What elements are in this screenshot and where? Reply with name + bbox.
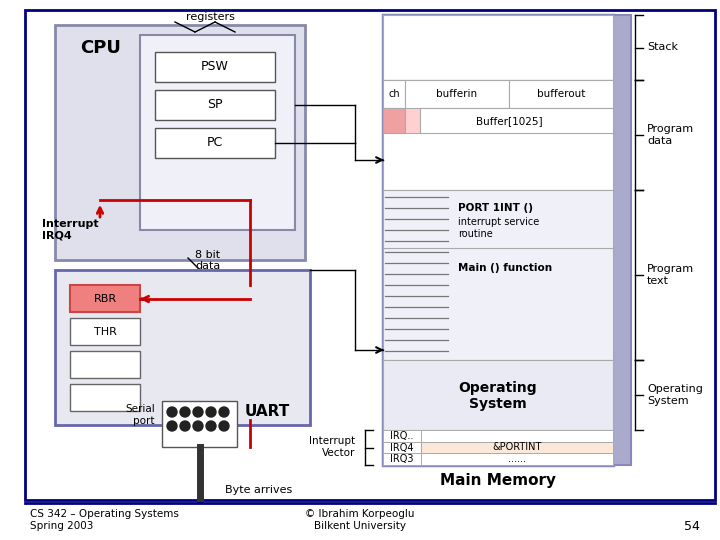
Text: PSW: PSW xyxy=(201,60,229,73)
FancyBboxPatch shape xyxy=(55,270,310,425)
Text: Interrupt
IRQ4: Interrupt IRQ4 xyxy=(42,219,99,241)
Text: Main Memory: Main Memory xyxy=(440,472,556,488)
FancyBboxPatch shape xyxy=(70,285,140,312)
FancyBboxPatch shape xyxy=(383,15,613,465)
Circle shape xyxy=(193,407,203,417)
Text: data: data xyxy=(195,261,220,271)
Text: ......: ...... xyxy=(508,454,526,464)
Text: registers: registers xyxy=(186,12,235,22)
Text: SP: SP xyxy=(207,98,222,111)
Text: CPU: CPU xyxy=(80,39,121,57)
FancyBboxPatch shape xyxy=(421,442,613,454)
Text: IRQ..: IRQ.. xyxy=(390,431,414,441)
FancyBboxPatch shape xyxy=(383,80,613,190)
Text: Serial
port: Serial port xyxy=(125,404,155,426)
FancyBboxPatch shape xyxy=(70,351,140,378)
Text: System: System xyxy=(469,397,527,411)
Text: IRQ3: IRQ3 xyxy=(390,454,414,464)
Text: THR: THR xyxy=(94,327,117,337)
FancyBboxPatch shape xyxy=(383,80,405,108)
FancyBboxPatch shape xyxy=(405,108,420,133)
Text: Stack: Stack xyxy=(647,43,678,52)
Text: Operating: Operating xyxy=(459,381,537,395)
Text: RBR: RBR xyxy=(94,294,117,304)
Text: IRQ4: IRQ4 xyxy=(390,442,414,453)
Circle shape xyxy=(167,407,177,417)
FancyBboxPatch shape xyxy=(162,401,237,447)
Circle shape xyxy=(219,421,229,431)
Text: Program
text: Program text xyxy=(647,264,694,286)
Circle shape xyxy=(167,421,177,431)
Circle shape xyxy=(193,421,203,431)
FancyBboxPatch shape xyxy=(383,108,405,133)
Text: bufferout: bufferout xyxy=(537,89,585,99)
FancyBboxPatch shape xyxy=(155,52,275,82)
Circle shape xyxy=(219,407,229,417)
Text: bufferin: bufferin xyxy=(436,89,477,99)
Text: Program
data: Program data xyxy=(647,124,694,146)
FancyBboxPatch shape xyxy=(405,80,509,108)
FancyBboxPatch shape xyxy=(140,35,295,230)
FancyBboxPatch shape xyxy=(509,80,613,108)
Circle shape xyxy=(180,421,190,431)
FancyBboxPatch shape xyxy=(383,190,613,360)
Circle shape xyxy=(206,407,216,417)
Text: 54: 54 xyxy=(684,521,700,534)
FancyBboxPatch shape xyxy=(420,108,613,133)
FancyBboxPatch shape xyxy=(383,454,421,465)
Text: UART: UART xyxy=(245,404,290,420)
FancyBboxPatch shape xyxy=(155,90,275,120)
FancyBboxPatch shape xyxy=(70,318,140,345)
FancyBboxPatch shape xyxy=(70,384,140,411)
Text: © Ibrahim Korpeoglu
Bilkent University: © Ibrahim Korpeoglu Bilkent University xyxy=(305,509,415,531)
FancyBboxPatch shape xyxy=(55,25,305,260)
Text: Buffer[1025]: Buffer[1025] xyxy=(476,116,542,126)
Text: ch: ch xyxy=(388,89,400,99)
FancyBboxPatch shape xyxy=(383,360,613,430)
FancyBboxPatch shape xyxy=(155,128,275,158)
FancyBboxPatch shape xyxy=(383,442,421,454)
Text: &PORTINT: &PORTINT xyxy=(492,442,541,453)
Text: Byte arrives: Byte arrives xyxy=(225,485,292,495)
Text: Main () function: Main () function xyxy=(458,263,552,273)
FancyBboxPatch shape xyxy=(383,15,613,80)
Circle shape xyxy=(180,407,190,417)
Text: routine: routine xyxy=(458,229,492,239)
Text: PORT 1INT (): PORT 1INT () xyxy=(458,203,533,213)
FancyBboxPatch shape xyxy=(421,430,613,442)
Text: PC: PC xyxy=(207,137,223,150)
Text: Interrupt
Vector: Interrupt Vector xyxy=(309,436,355,458)
FancyBboxPatch shape xyxy=(613,15,631,465)
FancyBboxPatch shape xyxy=(383,430,421,442)
FancyBboxPatch shape xyxy=(421,454,613,465)
Text: 8 bit: 8 bit xyxy=(195,250,220,260)
Text: CS 342 – Operating Systems
Spring 2003: CS 342 – Operating Systems Spring 2003 xyxy=(30,509,179,531)
Text: interrupt service: interrupt service xyxy=(458,217,539,227)
Circle shape xyxy=(206,421,216,431)
Text: Operating
System: Operating System xyxy=(647,384,703,406)
